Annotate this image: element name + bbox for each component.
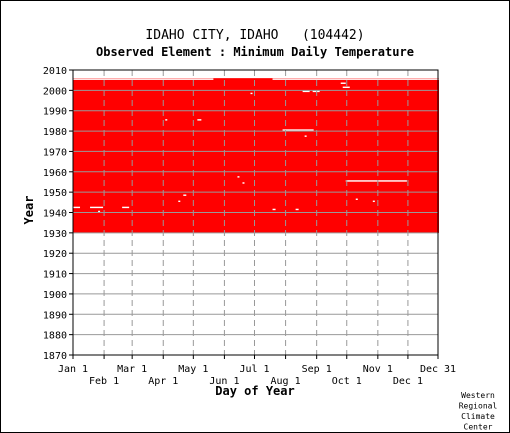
missing-gap [345, 180, 407, 182]
x-tick-label: Apr 1 [148, 376, 178, 387]
y-tick-label: 1910 [43, 270, 67, 281]
chart-title: IDAHO CITY, IDAHO (104442) [145, 28, 364, 43]
y-tick-label: 1900 [43, 290, 67, 301]
plot-border [72, 69, 439, 356]
data-block [73, 78, 440, 233]
y-tick-label: 1930 [43, 229, 67, 240]
missing-gap [122, 206, 130, 209]
x-tick-label: Mar 1 [117, 364, 147, 375]
x-tick-label: Aug 1 [271, 376, 301, 387]
missing-gap [272, 78, 440, 80]
missing-gap [372, 200, 375, 203]
missing-gap [90, 206, 104, 209]
y-tick-label: 1920 [43, 249, 67, 260]
missing-gap [355, 198, 358, 200]
missing-gap [165, 119, 168, 121]
plot-area: 1870 1880 1890 1900 1910 1920 1930 1940 1950 1960… [43, 66, 456, 387]
missing-gap [304, 135, 307, 137]
missing-gap [197, 119, 202, 121]
missing-gap [73, 206, 81, 209]
y-tick-label: 1870 [43, 351, 67, 362]
x-tick-label: Dec 31 [420, 364, 456, 375]
y-tick-label: 2010 [43, 66, 67, 77]
missing-gap [178, 200, 181, 203]
y-tick-label: 2000 [43, 86, 67, 97]
missing-gap [282, 129, 314, 131]
y-tick-label: 1990 [43, 107, 67, 118]
x-tick-label: May 1 [178, 364, 208, 375]
missing-gap [242, 182, 245, 184]
x-tick-label: Dec 1 [393, 376, 423, 387]
credit-line: Western [461, 391, 495, 400]
x-tick-label: Sep 1 [302, 364, 332, 375]
x-tick-label: Oct 1 [332, 376, 362, 387]
y-tick-label: 1970 [43, 147, 67, 158]
missing-gap [295, 208, 299, 211]
missing-gap [183, 194, 187, 196]
missing-gap [342, 86, 350, 89]
credit-line: Center [464, 423, 493, 432]
missing-gap [340, 82, 346, 84]
x-tick-label: Feb 1 [89, 376, 119, 387]
x-tick-label: Jul 1 [239, 364, 269, 375]
credit-line: Climate [461, 412, 495, 421]
y-tick-label: 1960 [43, 168, 67, 179]
missing-gap [98, 210, 101, 213]
chart-subtitle: Observed Element : Minimum Daily Tempera… [96, 45, 414, 59]
y-tick-label: 1950 [43, 188, 67, 199]
missing-gap [250, 92, 253, 95]
missing-gap [237, 176, 240, 178]
x-tick-label: Jan 1 [58, 364, 88, 375]
missing-gap [302, 90, 310, 93]
y-tick-label: 1940 [43, 209, 67, 220]
y-tick-label: 1980 [43, 127, 67, 138]
y-axis-label: Year [22, 196, 36, 225]
x-tick-label: Nov 1 [363, 364, 393, 375]
missing-gap [312, 90, 320, 93]
credit-line: Regional [459, 402, 498, 411]
y-tick-label: 1890 [43, 310, 67, 321]
x-tick-label: Jun 1 [209, 376, 239, 387]
missing-gap [73, 78, 214, 80]
y-tick-label: 1880 [43, 331, 67, 342]
x-axis-label: Day of Year [215, 384, 294, 398]
missing-gap [272, 208, 276, 211]
